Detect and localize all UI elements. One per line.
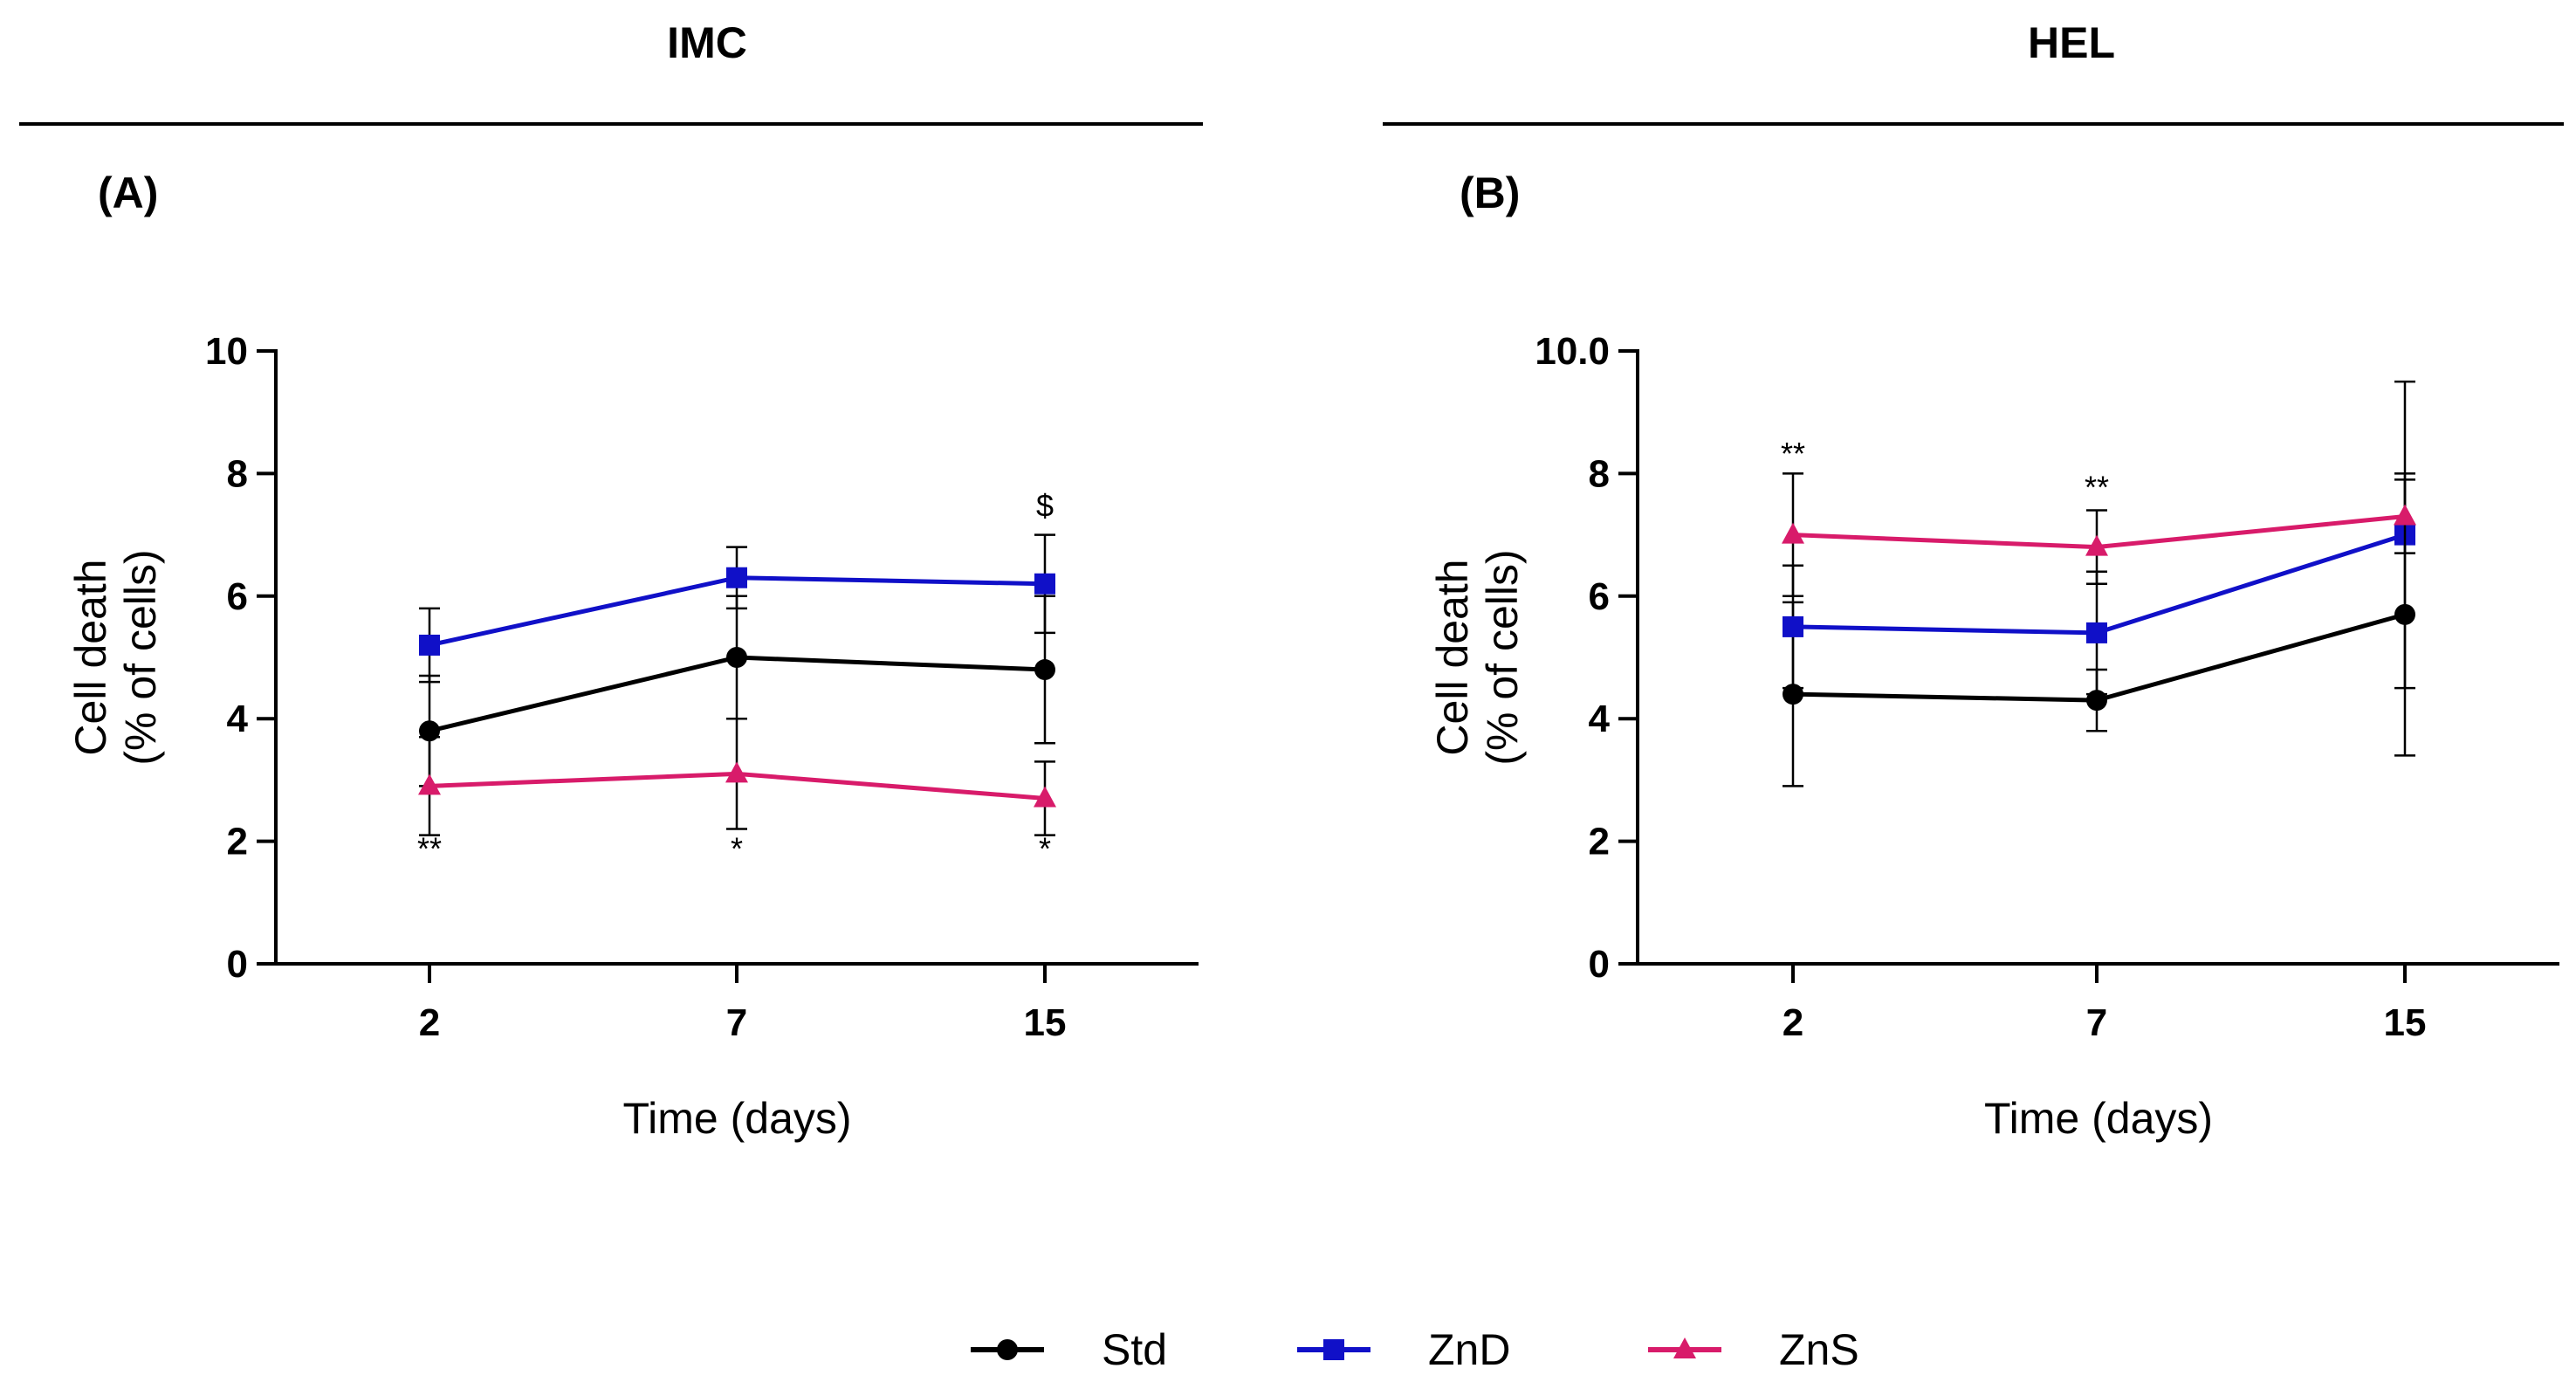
x-tick-label: 7	[2086, 1001, 2107, 1044]
data-point-square	[1783, 615, 1803, 637]
y-axis-title-line1: Cell death	[66, 559, 115, 755]
significance-annotation: **	[2085, 469, 2109, 505]
x-tick-label: 2	[1783, 1001, 1803, 1044]
legend: Std ZnD ZnS	[971, 1325, 1859, 1374]
x-tick-label: 15	[1024, 1001, 1067, 1044]
y-tick-label: 8	[1589, 452, 1610, 495]
legend-label: ZnD	[1428, 1325, 1510, 1374]
series-zns	[418, 717, 1056, 836]
x-tick-label: 15	[2384, 1001, 2427, 1044]
legend-marker-circle	[997, 1339, 1018, 1360]
y-axis-title-line1: Cell death	[1428, 559, 1477, 755]
x-tick-label: 2	[419, 1001, 440, 1044]
legend-item-std: Std	[971, 1325, 1167, 1374]
significance-annotation: **	[417, 831, 442, 867]
y-tick-label: 0	[227, 943, 248, 986]
data-point-triangle	[2394, 504, 2416, 526]
data-point-circle	[1034, 659, 1055, 681]
data-point-triangle	[418, 774, 441, 795]
significance-annotation: $	[1036, 488, 1054, 524]
data-point-triangle	[1782, 522, 1804, 544]
y-tick-label: 6	[1589, 575, 1610, 618]
x-axis-title: Time (days)	[622, 1094, 851, 1143]
y-tick-label: 0	[1589, 943, 1610, 986]
group-title: HEL	[2028, 18, 2115, 67]
significance-annotation: *	[731, 831, 743, 867]
y-tick-label: 10.0	[1535, 330, 1610, 373]
data-point-square	[726, 567, 747, 588]
legend-marker-triangle	[1673, 1337, 1696, 1358]
legend-item-znd: ZnD	[1297, 1325, 1510, 1374]
series-zns	[1782, 472, 2416, 598]
group-title: IMC	[667, 18, 747, 67]
y-tick-label: 10	[205, 330, 248, 373]
panel-label: (B)	[1460, 168, 1520, 217]
y-tick-label: 2	[227, 821, 248, 863]
significance-annotation: **	[1781, 436, 1805, 471]
y-tick-label: 8	[227, 452, 248, 495]
data-point-circle	[726, 647, 747, 668]
data-point-triangle	[725, 761, 748, 783]
data-point-triangle	[2085, 534, 2108, 556]
y-tick-label: 2	[1589, 821, 1610, 863]
data-point-square	[2086, 622, 2107, 643]
data-point-square	[1034, 573, 1055, 595]
y-tick-label: 4	[227, 698, 249, 740]
panel-hel: HEL (B) 0 2 4 6 8 10.0 2 7 15 Time (days) Cell death…	[1383, 18, 2564, 1143]
y-tick-label: 4	[1589, 698, 1611, 740]
panel-label: (A)	[98, 168, 158, 217]
y-tick-label: 6	[227, 575, 248, 618]
data-point-square	[419, 634, 440, 656]
series-znd	[419, 533, 1055, 684]
x-axis-title: Time (days)	[1984, 1094, 2213, 1143]
data-point-triangle	[1034, 786, 1056, 808]
legend-label: ZnS	[1779, 1325, 1859, 1374]
y-axis-title-line2: (% of cells)	[116, 549, 165, 765]
significance-annotation: *	[1039, 831, 1051, 867]
panel-imc: IMC (A) 0 2 4 6 8 10 2 7 15 Time (days) Cell death (%…	[19, 18, 1203, 1143]
legend-marker-square	[1323, 1339, 1344, 1360]
legend-label: Std	[1102, 1325, 1167, 1374]
x-tick-label: 7	[726, 1001, 747, 1044]
legend-item-zns: ZnS	[1648, 1325, 1859, 1374]
y-axis-title-line2: (% of cells)	[1478, 549, 1527, 765]
